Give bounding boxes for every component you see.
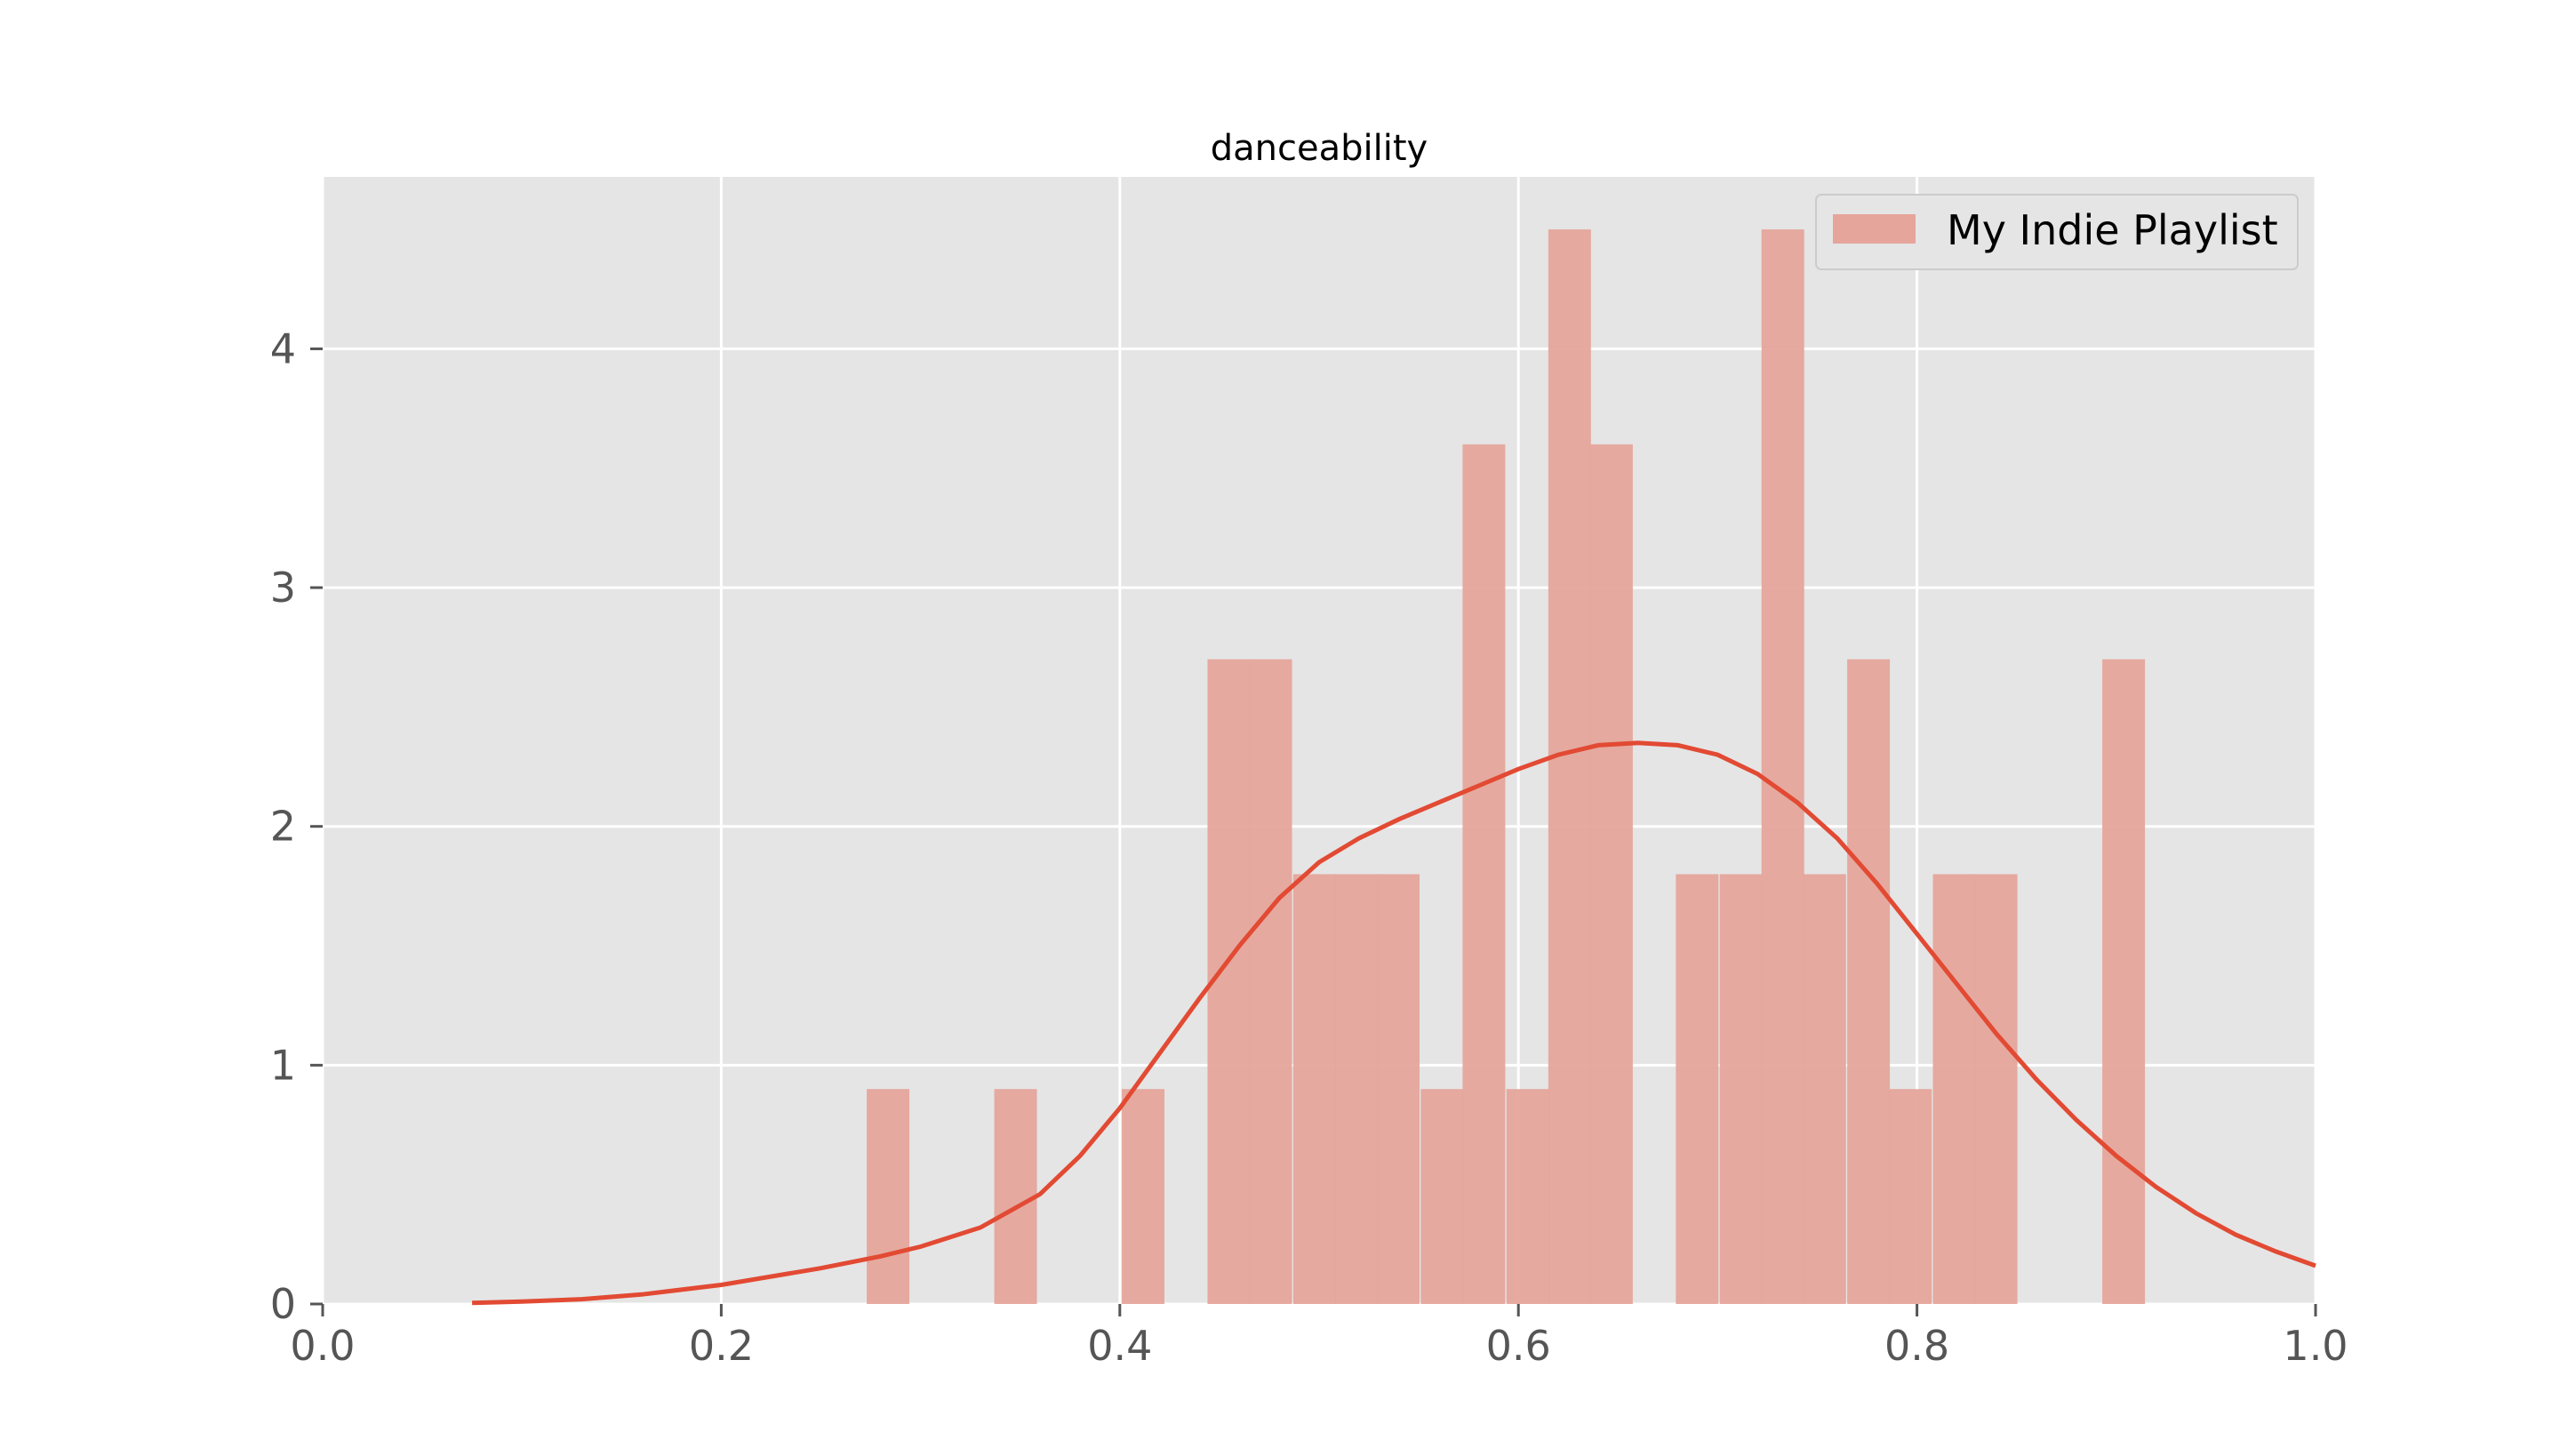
histogram-bar — [1377, 874, 1420, 1304]
histogram-bar — [1506, 1089, 1549, 1304]
histogram-bar — [1420, 1089, 1464, 1304]
legend: My Indie Playlist — [1815, 194, 2299, 270]
histogram-bar — [1548, 229, 1591, 1304]
axes: 0.0 0.2 0.4 0.6 0.8 1.0 0 1 2 3 4 — [270, 324, 2348, 1370]
histogram-bar — [1803, 874, 1846, 1304]
y-tick-label: 3 — [270, 564, 296, 612]
histogram-bar — [1974, 874, 2018, 1304]
histogram-bars — [867, 229, 2146, 1304]
y-tick-label: 4 — [270, 324, 296, 372]
histogram-bar — [2102, 659, 2146, 1304]
histogram-bar — [1719, 874, 1763, 1304]
histogram-bar — [1932, 874, 1976, 1304]
histogram-bar — [1249, 659, 1292, 1304]
y-tick-label: 1 — [270, 1041, 296, 1089]
y-tick-label: 0 — [270, 1280, 296, 1328]
x-tick-label: 0.2 — [689, 1322, 754, 1370]
x-tick-label: 0.4 — [1087, 1322, 1152, 1370]
x-tick-label: 0.6 — [1486, 1322, 1551, 1370]
x-tick-label: 1.0 — [2283, 1322, 2348, 1370]
histogram-bar — [1292, 874, 1336, 1304]
legend-label: My Indie Playlist — [1947, 206, 2278, 254]
x-tick-label: 0.8 — [1884, 1322, 1949, 1370]
legend-swatch — [1833, 214, 1916, 244]
kde-curve — [472, 740, 2316, 1306]
histogram-bar — [1847, 659, 1891, 1304]
histogram-bar — [1462, 444, 1506, 1304]
histogram-bar — [1334, 874, 1378, 1304]
histogram-bar — [994, 1089, 1037, 1304]
histogram-bar — [1676, 874, 1719, 1304]
y-tick-label: 2 — [270, 803, 296, 851]
legend-box — [1815, 194, 2299, 270]
histogram-bar — [867, 1089, 910, 1304]
chart-title: danceability — [1211, 128, 1428, 169]
histogram-bar — [1761, 229, 1804, 1304]
histogram-bar — [1589, 444, 1633, 1304]
histogram-bar — [1889, 1089, 1932, 1304]
x-tick-label: 0.0 — [290, 1322, 355, 1370]
histogram-bar — [1122, 1089, 1165, 1304]
